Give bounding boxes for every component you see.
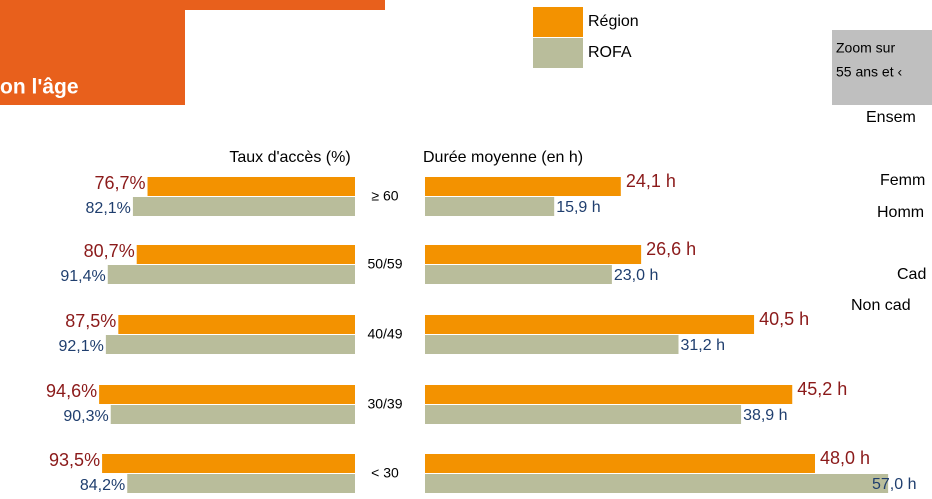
chart-title: Durée moyenne (en h) xyxy=(423,149,583,166)
value-label: 93,5% xyxy=(49,450,100,470)
bar xyxy=(127,474,355,493)
side-label: Femm xyxy=(880,172,925,189)
value-label: 15,9 h xyxy=(556,199,600,216)
value-label: 80,7% xyxy=(84,241,135,261)
value-label: 45,2 h xyxy=(797,379,847,399)
zoom-text: Zoom sur xyxy=(836,40,895,56)
bar xyxy=(425,197,555,216)
value-label: 24,1 h xyxy=(626,171,676,191)
bar xyxy=(425,385,793,404)
value-label: 82,1% xyxy=(86,200,131,217)
side-label: Homm xyxy=(877,204,924,221)
zoom-text: 55 ans et ‹ xyxy=(836,64,902,80)
legend-label: ROFA xyxy=(588,44,632,61)
value-label: 40,5 h xyxy=(759,309,809,329)
side-label: Ensem xyxy=(866,109,916,126)
value-label: 38,9 h xyxy=(743,407,787,424)
value-label: 94,6% xyxy=(46,381,97,401)
bar xyxy=(136,245,355,264)
value-label: 26,6 h xyxy=(646,239,696,259)
bar xyxy=(102,454,356,473)
bar xyxy=(425,315,755,334)
value-label: 91,4% xyxy=(60,268,105,285)
chart-title: Taux d'accès (%) xyxy=(229,149,350,166)
value-label: 23,0 h xyxy=(614,267,658,284)
side-label: Non cad xyxy=(851,297,911,314)
legend-label: Région xyxy=(588,13,639,30)
bar xyxy=(425,405,742,424)
value-label: 31,2 h xyxy=(681,337,725,354)
bar xyxy=(425,177,621,196)
bar xyxy=(107,265,355,284)
category-label: < 30 xyxy=(371,465,399,481)
bar xyxy=(425,454,815,473)
bar xyxy=(118,315,355,334)
value-label: 87,5% xyxy=(65,311,116,331)
value-label: 57,0 h xyxy=(872,476,916,493)
category-label: ≥ 60 xyxy=(371,188,398,204)
bar xyxy=(110,405,356,424)
side-label: Cad xyxy=(897,266,926,283)
category-label: 40/49 xyxy=(367,326,402,342)
header-title: on l'âge xyxy=(0,76,79,99)
value-label: 90,3% xyxy=(63,408,108,425)
bar xyxy=(425,245,642,264)
category-label: 50/59 xyxy=(367,256,402,272)
zoom-box xyxy=(832,30,932,105)
header-block xyxy=(0,0,185,105)
header-stripe xyxy=(0,0,385,10)
category-label: 30/39 xyxy=(367,396,402,412)
bar xyxy=(425,335,679,354)
value-label: 76,7% xyxy=(94,173,145,193)
bar xyxy=(132,197,355,216)
value-label: 84,2% xyxy=(80,477,125,494)
bar xyxy=(99,385,356,404)
bar xyxy=(147,177,355,196)
bar xyxy=(105,335,355,354)
value-label: 48,0 h xyxy=(820,448,870,468)
value-label: 92,1% xyxy=(58,338,103,355)
legend-swatch xyxy=(533,38,583,68)
bar xyxy=(425,474,889,493)
legend-swatch xyxy=(533,7,583,37)
bar xyxy=(425,265,612,284)
